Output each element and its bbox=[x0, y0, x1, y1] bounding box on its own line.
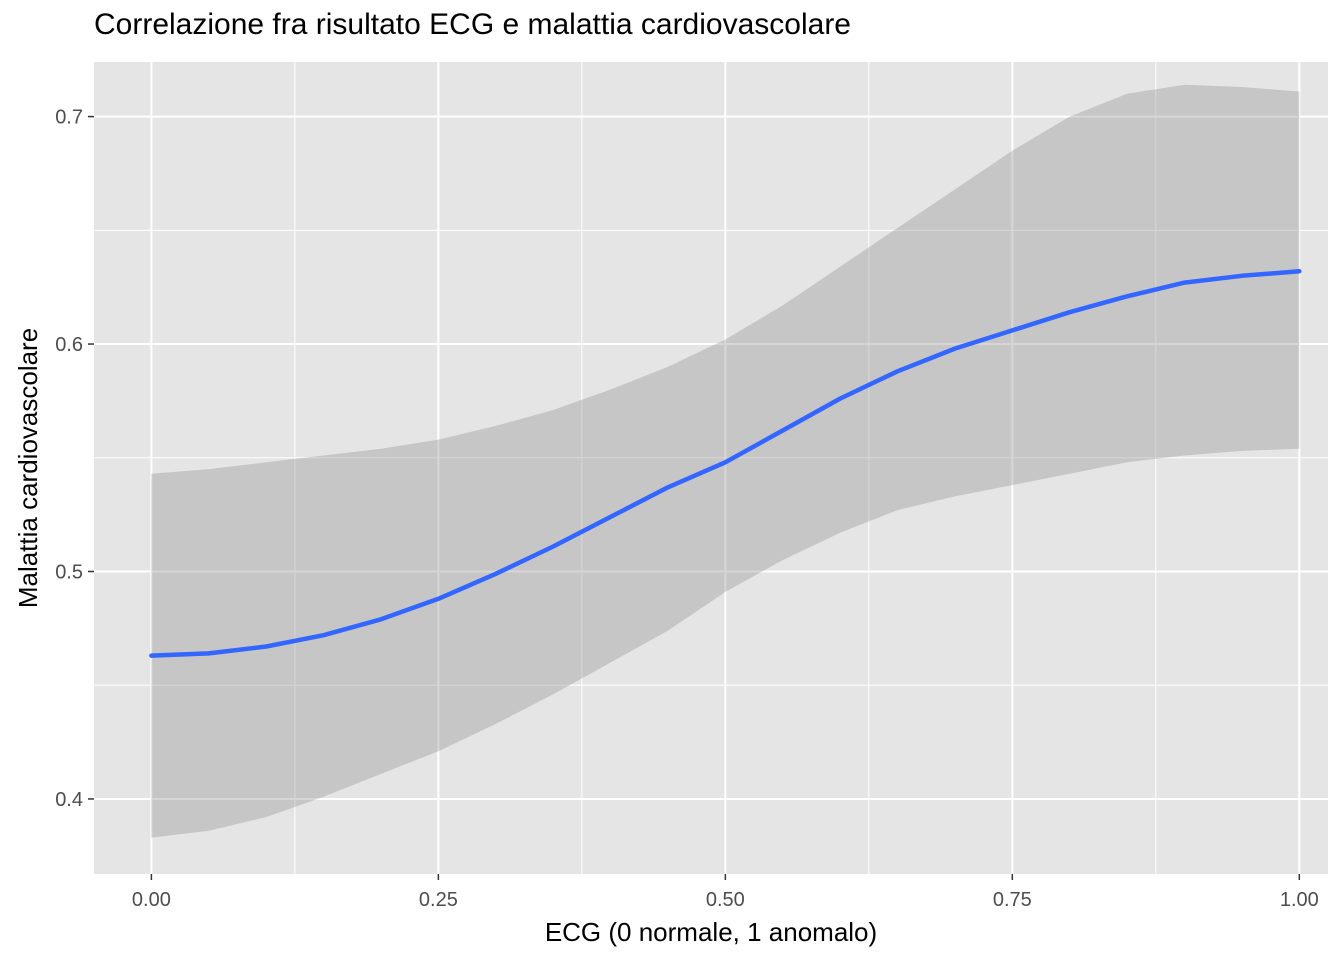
smooth-line bbox=[149, 269, 1302, 658]
x-tick-label: 0.25 bbox=[419, 889, 458, 911]
y-axis-title: Malattia cardiovascolare bbox=[13, 328, 43, 608]
y-tick-label: 0.4 bbox=[55, 789, 83, 811]
x-tick-label: 0.00 bbox=[132, 889, 171, 911]
y-tick-label: 0.7 bbox=[55, 107, 83, 129]
x-tick-label: 1.00 bbox=[1280, 889, 1319, 911]
y-tick-label: 0.6 bbox=[55, 334, 83, 356]
x-axis-title: ECG (0 normale, 1 anomalo) bbox=[545, 917, 877, 947]
y-tick-label: 0.5 bbox=[55, 561, 83, 583]
chart-title: Correlazione fra risultato ECG e malatti… bbox=[94, 8, 851, 41]
x-tick-label: 0.75 bbox=[993, 889, 1032, 911]
x-tick-label: 0.50 bbox=[706, 889, 745, 911]
